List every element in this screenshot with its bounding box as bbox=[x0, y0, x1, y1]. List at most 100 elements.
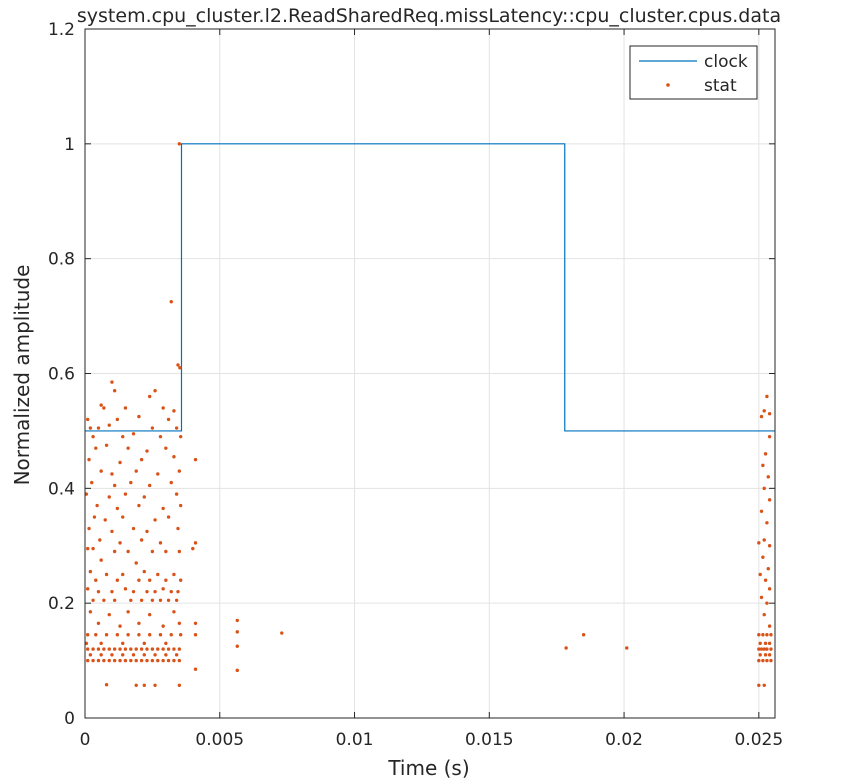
stat-point bbox=[118, 647, 122, 651]
stat-point bbox=[145, 589, 149, 594]
stat-point bbox=[96, 426, 101, 430]
stat-point bbox=[763, 641, 768, 646]
stat-point bbox=[123, 406, 128, 410]
stat-point bbox=[102, 658, 106, 663]
stat-point bbox=[118, 624, 122, 628]
stat-point bbox=[158, 541, 163, 545]
stat-point bbox=[134, 647, 138, 651]
stat-point bbox=[235, 644, 239, 648]
stat-point bbox=[145, 658, 149, 663]
stat-point bbox=[85, 587, 90, 591]
grid bbox=[84, 28, 775, 719]
stat-point bbox=[123, 658, 128, 663]
stat-point bbox=[85, 647, 90, 651]
stat-point bbox=[103, 518, 107, 522]
stat-point bbox=[158, 434, 163, 439]
stat-point bbox=[765, 647, 769, 651]
stat-point bbox=[145, 529, 149, 534]
stat-point bbox=[156, 647, 160, 651]
stat-point bbox=[99, 469, 103, 473]
stat-point bbox=[174, 426, 179, 430]
stat-point bbox=[134, 469, 138, 473]
stat-point bbox=[95, 503, 99, 508]
stat-point bbox=[164, 549, 168, 554]
stat-point bbox=[762, 647, 766, 651]
stat-point bbox=[91, 546, 95, 551]
stat-point bbox=[193, 621, 198, 625]
stat-point bbox=[150, 426, 155, 430]
stat-point bbox=[762, 612, 766, 617]
stat-point bbox=[759, 647, 764, 651]
stat-point bbox=[169, 633, 173, 637]
stat-point bbox=[762, 486, 766, 491]
y-tick-label: 0.4 bbox=[48, 479, 75, 499]
stat-point bbox=[161, 506, 165, 511]
stat-point bbox=[177, 469, 182, 473]
stat-point bbox=[767, 411, 772, 416]
legend-stat-label: stat bbox=[704, 76, 737, 96]
stat-point bbox=[91, 647, 95, 651]
stat-point bbox=[147, 483, 152, 488]
stat-point bbox=[765, 521, 769, 525]
stat-point bbox=[137, 633, 141, 637]
stat-point bbox=[142, 495, 146, 499]
stat-point bbox=[99, 403, 103, 407]
stat-point bbox=[161, 624, 165, 628]
stat-point bbox=[166, 658, 171, 663]
stat-point bbox=[107, 423, 111, 427]
stat-point bbox=[104, 572, 109, 577]
stat-point bbox=[161, 647, 165, 651]
stat-point bbox=[767, 434, 772, 439]
stat-point bbox=[767, 587, 772, 591]
stat-point bbox=[137, 503, 141, 508]
legend-stat-swatch bbox=[666, 83, 670, 87]
stat-point bbox=[99, 653, 103, 657]
stat-point bbox=[174, 598, 179, 602]
stat-point bbox=[766, 567, 770, 571]
stat-point bbox=[164, 653, 168, 657]
stat-point bbox=[280, 631, 284, 635]
stat-point bbox=[90, 480, 94, 485]
stat-point bbox=[147, 612, 152, 617]
stat-point bbox=[161, 658, 165, 663]
stat-point bbox=[178, 434, 183, 439]
stat-point bbox=[121, 434, 125, 439]
stat-point bbox=[758, 641, 762, 646]
stat-point bbox=[107, 658, 111, 663]
stat-point bbox=[123, 587, 128, 591]
stat-point bbox=[761, 633, 765, 637]
stat-point bbox=[104, 443, 109, 447]
stat-point bbox=[177, 658, 182, 663]
stat-point bbox=[767, 653, 772, 657]
stat-point bbox=[193, 633, 198, 637]
stat-point bbox=[126, 610, 130, 614]
stat-point bbox=[766, 475, 770, 479]
stat-point bbox=[178, 366, 182, 370]
stat-point bbox=[156, 572, 160, 577]
chart-title: system.cpu_cluster.l2.ReadSharedReq.miss… bbox=[77, 5, 781, 27]
stat-point bbox=[161, 406, 165, 410]
stat-point bbox=[91, 434, 95, 439]
stat-point bbox=[123, 492, 128, 496]
stat-point bbox=[150, 658, 155, 663]
stat-point bbox=[767, 544, 772, 548]
stat-point bbox=[757, 683, 761, 687]
stat-point bbox=[757, 633, 761, 637]
stat-point bbox=[96, 658, 101, 663]
stat-point bbox=[759, 414, 764, 419]
stat-point bbox=[142, 641, 146, 646]
stat-point bbox=[147, 578, 152, 582]
stat-point bbox=[139, 457, 144, 462]
stat-point bbox=[94, 578, 98, 582]
stat-point bbox=[765, 658, 769, 663]
x-tick-label: 0.005 bbox=[195, 730, 244, 750]
stat-point bbox=[96, 647, 101, 651]
stat-point bbox=[763, 452, 768, 456]
stat-point bbox=[126, 633, 130, 637]
stat-point bbox=[99, 641, 103, 646]
stat-point bbox=[145, 449, 149, 453]
x-axis-label: Time (s) bbox=[387, 756, 469, 780]
stat-point bbox=[139, 598, 144, 602]
stat-point bbox=[131, 589, 136, 594]
stat-point bbox=[153, 589, 157, 594]
